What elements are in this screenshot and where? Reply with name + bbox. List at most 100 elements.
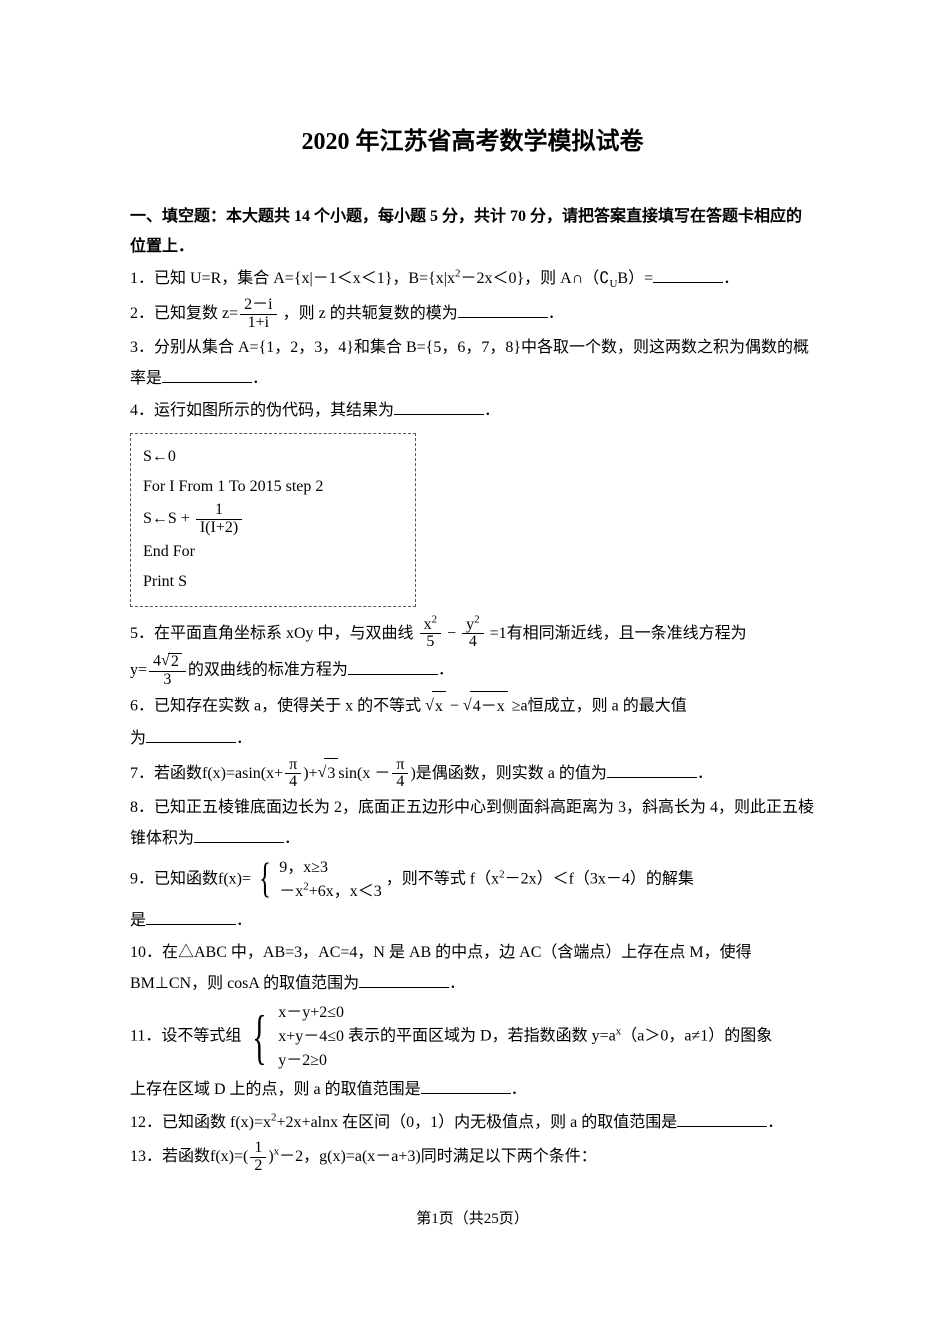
q5-den3: 3 (149, 672, 186, 689)
q13-text-a: 13．若函数f(x)=( (130, 1148, 248, 1165)
q7-frac2: π4 (392, 757, 408, 792)
question-5b: y=4√23的双曲线的标准方程为． (130, 653, 815, 689)
page-footer: 第1页（共25页） (130, 1205, 815, 1234)
q5-text-e: ． (438, 662, 454, 679)
code-line-4: End For (143, 537, 403, 567)
q7-text-d: )是偶函数，则实数 a 的值为 (410, 765, 606, 782)
q7-den2: 4 (392, 774, 408, 791)
q6-r2: 4－x (470, 691, 508, 722)
q5-num1-x: x (424, 616, 432, 633)
question-2: 2．已知复数 z=2－i1+i ，则 z 的共轭复数的模为． (130, 297, 815, 332)
q2-z: z= (222, 305, 238, 322)
q11-case3: y－2≥0 (278, 1049, 344, 1073)
q5-mid: − (447, 625, 460, 642)
q10-blank (359, 971, 449, 988)
q8-blank (194, 826, 284, 843)
q2-text-c: ． (548, 305, 564, 322)
q11-text-d: 上存在区域 D 上的点，则 a 的取值范围是 (130, 1081, 421, 1098)
q1-blank (653, 266, 723, 283)
q11-system: { x－y+2≤0 x+y－4≤0 y－2≥0 (245, 1001, 344, 1073)
q7-frac1: π4 (285, 757, 301, 792)
q5-text-c: y= (130, 662, 147, 679)
q7-sqrt: √3 (318, 758, 339, 789)
page-title: 2020 年江苏省高考数学模拟试卷 (130, 120, 815, 166)
q6-text-d: ． (236, 730, 252, 747)
q7-r: 3 (324, 758, 338, 789)
q9-text-d: 是 (130, 912, 146, 929)
q5-frac1: x25 (420, 617, 442, 652)
q8-text-b: ． (284, 830, 300, 847)
q2-fraction: 2－i1+i (240, 297, 276, 332)
q5-den2: 4 (462, 634, 484, 651)
q9-text-a: 9．已知函数f(x)= (130, 871, 251, 888)
question-1: 1．已知 U=R，集合 A={x|－1＜x＜1}，B={x|x2－2x＜0}，则… (130, 264, 815, 294)
question-6: 6．已知存在实数 a，使得关于 x 的不等式 √x − √4－x ≥a恒成立，则… (130, 691, 815, 722)
question-10: 10．在△ABC 中，AB=3，AC=4，N 是 AB 的中点，边 AC（含端点… (130, 938, 815, 999)
q2-text-b: ，则 z 的共轭复数的模为 (283, 305, 458, 322)
q9-c2a: －x (279, 883, 303, 900)
q9-text-e: ． (236, 912, 252, 929)
q2-den: 1+i (240, 315, 276, 332)
q9-text-b: ，则不等式 f（x (386, 871, 499, 888)
q9-cases: 9，x≥3 －x2+6x，x＜3 (279, 856, 382, 904)
q6-sqrt1: √x (425, 691, 446, 722)
q10-text-b: ． (449, 975, 465, 992)
q9-blank (146, 908, 236, 925)
brace-icon: { (259, 861, 271, 899)
code-num: 1 (196, 502, 242, 520)
code-l3-a: S←S + (143, 510, 190, 527)
question-11b: 上存在区域 D 上的点，则 a 的取值范围是 ． (130, 1075, 815, 1105)
q7-text-c: sin(x － (338, 765, 390, 782)
section-heading: 一、填空题：本大题共 14 个小题，每小题 5 分，共计 70 分，请把答案直接… (130, 202, 815, 263)
q6-r1: x (432, 691, 446, 722)
q3-text-b: ． (252, 370, 268, 387)
question-7: 7．若函数f(x)=asin(x+π4)+√3sin(x －π4)是偶函数，则实… (130, 757, 815, 792)
q4-blank (394, 398, 484, 415)
q12-text-b: +2x+alnx 在区间（0，1）内无极值点，则 a 的取值范围是 (277, 1114, 678, 1131)
page-container: 2020 年江苏省高考数学模拟试卷 一、填空题：本大题共 14 个小题，每小题 … (0, 0, 945, 1273)
question-9: 9．已知函数f(x)= { 9，x≥3 －x2+6x，x＜3 ，则不等式 f（x… (130, 856, 815, 904)
q5-num2: y2 (462, 617, 484, 635)
q11-cases: x－y+2≤0 x+y－4≤0 y－2≥0 (278, 1001, 344, 1073)
q9-c2b: +6x，x＜3 (309, 883, 382, 900)
q7-text-a: 7．若函数f(x)=asin(x+ (130, 765, 283, 782)
q12-blank (677, 1110, 767, 1127)
q7-text-e: ． (697, 765, 713, 782)
q7-den1: 4 (285, 774, 301, 791)
q9-piecewise: { 9，x≥3 －x2+6x，x＜3 (255, 856, 382, 904)
q2-num: 2－i (240, 297, 276, 315)
q4-text-a: 4．运行如图所示的伪代码，其结果为 (130, 402, 394, 419)
q13-frac: 12 (250, 1140, 266, 1175)
q7-text-b: )+ (303, 765, 317, 782)
q5-num2-sup: 2 (474, 613, 480, 625)
q5-sqrt: √2 (161, 653, 182, 671)
q11-text-c: （a＞0，a≠1）的图象 (621, 1028, 772, 1045)
q1-text-a: 1．已知 U=R，集合 A={x|－1＜x＜1}，B={x|x (130, 270, 455, 287)
code-line-1: S←0 (143, 442, 403, 472)
q5-text-d: 的双曲线的标准方程为 (188, 662, 348, 679)
question-12: 12．已知函数 f(x)=x2+2x+alnx 在区间（0，1）内无极值点，则 … (130, 1108, 815, 1138)
pseudocode-box: S←0 For I From 1 To 2015 step 2 S←S + 1I… (130, 433, 416, 607)
q12-text-a: 12．已知函数 f(x)=x (130, 1114, 271, 1131)
q11-text-e: ． (511, 1081, 527, 1098)
q11-text-a: 11．设不等式组 (130, 1028, 241, 1045)
q5-num3-4: 4 (153, 653, 161, 670)
q2-blank (458, 301, 548, 318)
question-5: 5．在平面直角坐标系 xOy 中，与双曲线 x25 − y24 =1有相同渐近线… (130, 617, 815, 652)
q5-den1: 5 (420, 634, 442, 651)
q5-text-a: 5．在平面直角坐标系 xOy 中，与双曲线 (130, 625, 414, 642)
q5-num3: 4√2 (149, 653, 186, 672)
q5-num1: x2 (420, 617, 442, 635)
q1-text-c: B）= (617, 270, 653, 287)
q5-rad: 2 (168, 653, 182, 671)
q6-blank (146, 726, 236, 743)
q1-text-b: －2x＜0}，则 A∩（∁ (460, 270, 609, 287)
q9-case2: －x2+6x，x＜3 (279, 880, 382, 904)
q12-text-c: ． (767, 1114, 783, 1131)
q11-case1: x－y+2≤0 (278, 1001, 344, 1025)
q13-den: 2 (250, 1158, 266, 1175)
q6-text-c: 为 (130, 730, 146, 747)
q11-text-b: 表示的平面区域为 D，若指数函数 y=a (348, 1028, 616, 1045)
q6-sqrt2: √4－x (463, 691, 508, 722)
code-den: I(I+2) (196, 520, 242, 537)
